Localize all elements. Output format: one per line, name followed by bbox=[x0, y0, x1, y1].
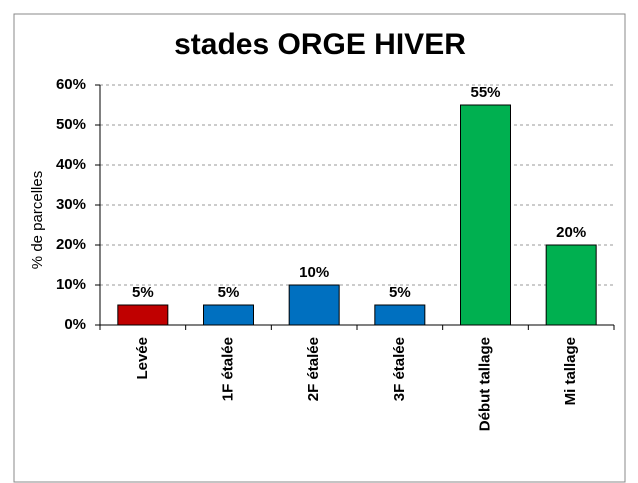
x-tick-label: 1F étalée bbox=[219, 337, 236, 401]
y-tick-label: 60% bbox=[56, 76, 86, 93]
data-label: 10% bbox=[299, 264, 329, 281]
bar bbox=[203, 304, 254, 326]
data-label: 20% bbox=[556, 224, 586, 241]
y-tick-label: 30% bbox=[56, 196, 86, 213]
x-tick-label: 3F étalée bbox=[391, 337, 408, 401]
data-label: 5% bbox=[218, 284, 240, 301]
data-label: 5% bbox=[132, 284, 154, 301]
x-tick-label: 2F étalée bbox=[305, 337, 322, 401]
y-axis-label: % de parcelles bbox=[29, 171, 46, 269]
bar bbox=[460, 104, 511, 326]
x-tick-label: Début tallage bbox=[476, 337, 493, 431]
y-tick-label: 20% bbox=[56, 236, 86, 253]
bar bbox=[545, 244, 597, 326]
data-label: 5% bbox=[389, 284, 411, 301]
y-tick-label: 40% bbox=[56, 156, 86, 173]
chart-frame bbox=[13, 13, 626, 483]
bar bbox=[374, 304, 426, 326]
y-tick-label: 10% bbox=[56, 276, 86, 293]
x-tick-label: Mi tallage bbox=[562, 337, 579, 405]
data-label: 55% bbox=[470, 84, 500, 101]
y-tick-label: 50% bbox=[56, 116, 86, 133]
chart-title: stades ORGE HIVER bbox=[174, 28, 466, 61]
y-tick-label: 0% bbox=[64, 316, 86, 333]
bar bbox=[288, 284, 340, 326]
x-tick-label: Levée bbox=[134, 337, 151, 380]
bar bbox=[117, 304, 169, 326]
